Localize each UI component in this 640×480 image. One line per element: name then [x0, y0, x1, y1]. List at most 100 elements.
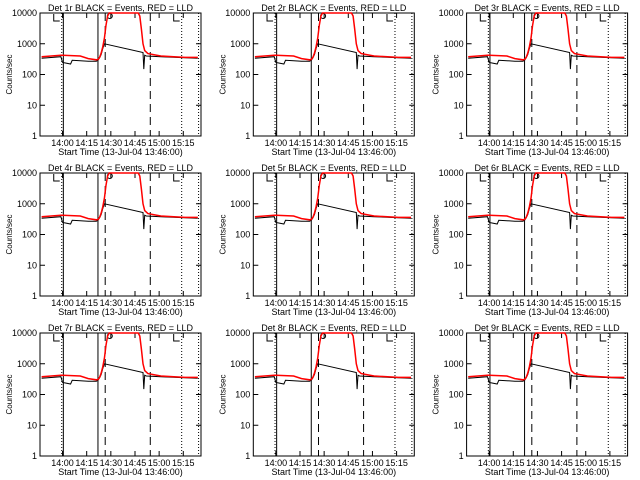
marker-bracket [173, 174, 180, 182]
marker-bracket [53, 334, 60, 342]
y-tick-label: 1 [459, 131, 464, 141]
x-tick-label: 15:00 [574, 458, 597, 468]
x-tick-label: 14:15 [289, 298, 312, 308]
marker-bracket [479, 14, 487, 22]
x-tick-label: 15:00 [574, 298, 597, 308]
y-axis-label: Counts/sec [218, 374, 227, 414]
y-tick-label: 10 [27, 260, 37, 270]
y-tick-label: 10 [240, 100, 250, 110]
x-tick-label: 14:45 [337, 298, 360, 308]
y-tick-label: 10000 [225, 168, 250, 178]
y-tick-label: 1000 [17, 359, 37, 369]
x-tick-label: 14:00 [51, 458, 74, 468]
x-tick-label: 15:00 [148, 138, 171, 148]
x-tick-label: 15:00 [361, 298, 384, 308]
x-tick-label: 14:30 [313, 298, 336, 308]
x-tick-label: 15:00 [361, 138, 384, 148]
y-tick-label: 1 [459, 451, 464, 461]
series-line-lld [254, 12, 412, 61]
marker-bracket [479, 334, 487, 342]
y-tick-label: 1 [459, 291, 464, 301]
series-line-lld [468, 172, 625, 221]
y-axis-label: Counts/sec [432, 214, 441, 254]
x-tick-label: 15:00 [148, 298, 171, 308]
y-tick-label: 100 [235, 230, 250, 240]
panel-title: Det 3r BLACK = Events, RED = LLD [475, 3, 621, 13]
y-tick-label: 1000 [444, 39, 464, 49]
x-tick-label: 15:15 [385, 138, 408, 148]
series-line-lld [41, 332, 198, 381]
x-tick-label: 15:15 [599, 138, 622, 148]
x-tick-label: 14:30 [526, 298, 549, 308]
x-tick-label: 14:00 [478, 138, 501, 148]
y-axis-label: Counts/sec [5, 214, 14, 254]
x-tick-label: 15:15 [385, 458, 408, 468]
x-tick-label: 14:30 [100, 138, 123, 148]
y-tick-label: 10000 [225, 328, 250, 338]
y-tick-label: 100 [449, 390, 464, 400]
y-tick-label: 100 [235, 70, 250, 80]
y-tick-label: 1000 [17, 39, 37, 49]
x-axis-label: Start Time (13-Jul-04 13:46:00) [485, 147, 610, 157]
x-tick-label: 14:30 [526, 138, 549, 148]
panel-det-1: 1 10 100 1000 10000 14:00 14:15 14:30 14:45 15:00… [5, 3, 202, 157]
y-tick-label: 1000 [230, 39, 250, 49]
x-tick-label: 15:00 [148, 458, 171, 468]
x-tick-label: 14:45 [337, 458, 360, 468]
x-tick-label: 15:00 [574, 138, 597, 148]
panel-det-8: 1 10 100 1000 10000 14:00 14:15 14:30 14:45 15:00… [218, 323, 415, 477]
x-axis-label: Start Time (13-Jul-04 13:46:00) [272, 147, 397, 157]
plot-frame [39, 12, 202, 137]
y-tick-label: 10000 [12, 328, 37, 338]
y-tick-label: 1 [32, 131, 37, 141]
x-tick-label: 15:15 [599, 458, 622, 468]
plot-frame [252, 332, 415, 457]
x-axis-label: Start Time (13-Jul-04 13:46:00) [58, 467, 183, 477]
panel-det-4: 1 10 100 1000 10000 14:00 14:15 14:30 14:45 15:00… [5, 163, 202, 317]
y-tick-label: 10000 [439, 328, 464, 338]
y-tick-label: 1 [245, 131, 250, 141]
plot-frame [466, 332, 629, 457]
marker-bracket [173, 14, 180, 22]
marker-bracket [53, 14, 60, 22]
x-tick-label: 14:45 [124, 138, 147, 148]
y-tick-label: 10 [27, 420, 37, 430]
marker-bracket [386, 174, 393, 182]
x-axis-label: Start Time (13-Jul-04 13:46:00) [58, 307, 183, 317]
series-line-lld [41, 12, 198, 61]
series-line-lld [468, 12, 625, 61]
y-axis-label: Counts/sec [432, 374, 441, 414]
marker-bracket [599, 334, 607, 342]
y-tick-label: 10 [454, 100, 464, 110]
y-tick-label: 1000 [444, 199, 464, 209]
y-tick-label: 1000 [230, 359, 250, 369]
x-tick-label: 14:15 [75, 458, 98, 468]
x-tick-label: 14:30 [313, 458, 336, 468]
x-tick-label: 14:00 [51, 138, 74, 148]
series-line-lld [41, 172, 198, 221]
panel-title: Det 7r BLACK = Events, RED = LLD [48, 323, 194, 333]
x-tick-label: 14:00 [478, 458, 501, 468]
panel-title: Det 1r BLACK = Events, RED = LLD [48, 3, 194, 13]
x-tick-label: 14:30 [526, 458, 549, 468]
y-axis-label: Counts/sec [5, 54, 14, 94]
x-tick-label: 14:15 [75, 298, 98, 308]
y-tick-label: 1 [32, 291, 37, 301]
y-tick-label: 1 [32, 451, 37, 461]
y-tick-label: 100 [22, 390, 37, 400]
x-tick-label: 14:45 [550, 458, 573, 468]
y-axis-label: Counts/sec [5, 374, 14, 414]
x-tick-label: 14:30 [313, 138, 336, 148]
panel-title: Det 6r BLACK = Events, RED = LLD [475, 163, 621, 173]
panel-det-3: 1 10 100 1000 10000 14:00 14:15 14:30 14:45 15:00… [432, 3, 629, 157]
y-tick-label: 10 [454, 420, 464, 430]
x-tick-label: 14:45 [124, 458, 147, 468]
panel-title: Det 4r BLACK = Events, RED = LLD [48, 163, 194, 173]
x-tick-label: 15:15 [172, 138, 195, 148]
y-tick-label: 100 [449, 70, 464, 80]
x-tick-label: 14:45 [550, 298, 573, 308]
x-axis-label: Start Time (13-Jul-04 13:46:00) [485, 467, 610, 477]
x-tick-label: 14:00 [265, 458, 288, 468]
y-tick-label: 10000 [439, 8, 464, 18]
